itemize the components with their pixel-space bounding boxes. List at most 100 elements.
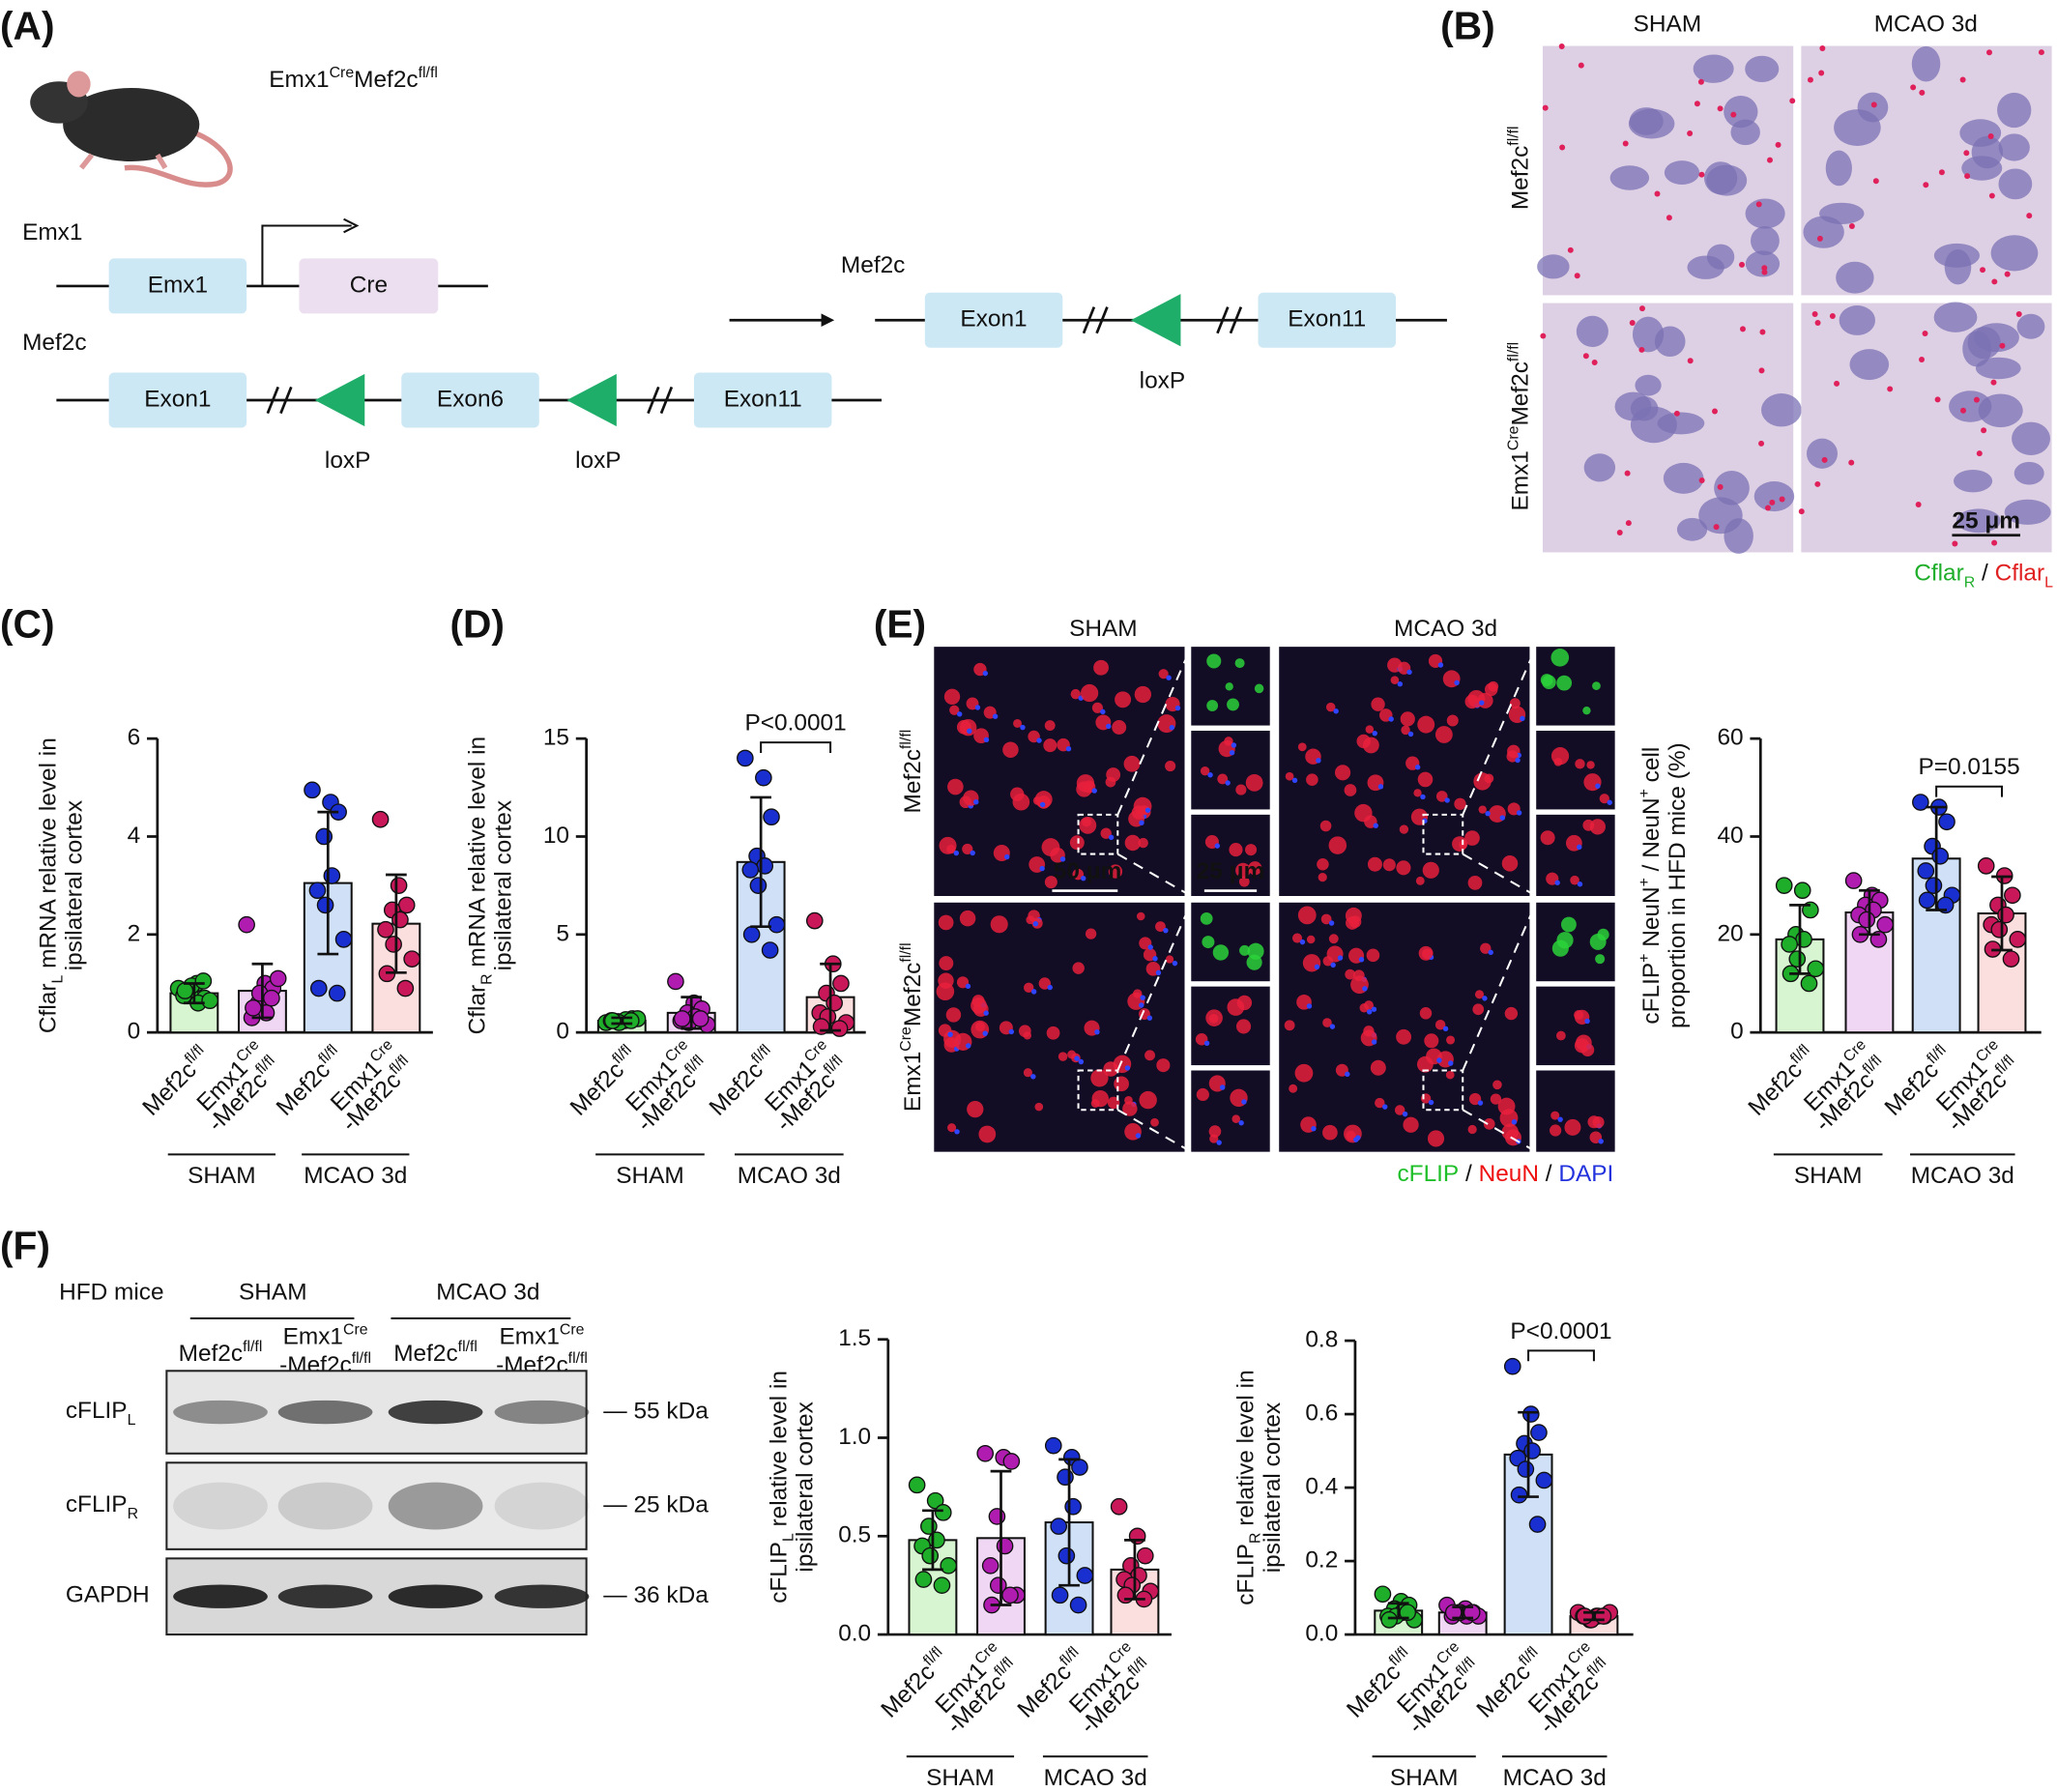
data-point — [1044, 1436, 1062, 1455]
significance-label: P<0.0001 — [745, 710, 847, 737]
text-part: ipsilateral cortex — [1260, 1402, 1286, 1573]
nucleus — [1959, 119, 2002, 147]
error-bar — [1991, 875, 2013, 952]
blot-strip — [165, 1461, 588, 1550]
nucleus — [1745, 250, 1781, 277]
lane-label: Emx1Cre — [500, 1321, 585, 1350]
cell — [1206, 700, 1219, 711]
arrow-head — [343, 217, 360, 234]
panel-label: (D) — [450, 602, 506, 647]
y-axis-label: cFLIPR relative level in — [1233, 1370, 1263, 1604]
cell — [1044, 876, 1057, 889]
nucleus — [1998, 168, 2033, 200]
dapi — [1420, 794, 1426, 800]
cell — [1239, 944, 1251, 956]
cell — [1484, 682, 1498, 697]
text-part: cFLIP — [767, 1542, 793, 1604]
nucleus — [1609, 165, 1650, 190]
nucleus — [1751, 226, 1780, 256]
cell — [1403, 1116, 1419, 1133]
group-label: SHAM — [616, 1163, 684, 1189]
dapi — [1353, 1137, 1359, 1142]
cell — [1390, 676, 1400, 684]
dapi — [973, 798, 979, 805]
cell — [1134, 685, 1152, 704]
exon-box-label: Exon11 — [724, 386, 802, 412]
cell — [1245, 844, 1258, 856]
data-point — [981, 1557, 1000, 1575]
ish-dot — [1814, 319, 1821, 326]
cell — [1231, 1114, 1240, 1123]
text-part: fl/fl — [1505, 342, 1521, 361]
ish-dot — [1698, 171, 1705, 178]
micrograph-bg — [1191, 986, 1270, 1066]
dapi — [1100, 708, 1106, 715]
data-point — [1844, 872, 1863, 889]
dapi — [1479, 700, 1485, 706]
data-point — [1576, 1607, 1594, 1625]
break-mark — [279, 386, 293, 415]
y-axis-label: cFLIPL relative level in — [767, 1371, 797, 1604]
dapi — [1078, 1058, 1085, 1065]
cell — [1297, 742, 1307, 752]
dapi — [982, 670, 989, 677]
cell — [1550, 1111, 1560, 1120]
cell — [1100, 827, 1112, 839]
cell — [1156, 1058, 1171, 1073]
ish-dot — [1775, 141, 1782, 148]
data-point — [1001, 1586, 1019, 1604]
ish-dot — [1591, 359, 1598, 365]
data-point — [832, 974, 850, 993]
y-tick-label: 20 — [1717, 920, 1743, 946]
micrograph — [1801, 45, 2052, 296]
cell — [1394, 1105, 1405, 1115]
cell — [1246, 954, 1262, 970]
text-part: fl/fl — [898, 730, 914, 749]
error-bar — [251, 962, 274, 1020]
error-bar — [317, 810, 339, 956]
cell — [1400, 711, 1415, 727]
ish-dot — [1829, 313, 1836, 320]
cell — [1144, 1050, 1155, 1061]
data-point — [1057, 1468, 1074, 1487]
ish-dot — [1765, 505, 1771, 511]
cell — [1165, 955, 1174, 964]
dapi — [1065, 745, 1072, 752]
text-part: Cre — [898, 1026, 914, 1052]
cell — [1090, 1069, 1109, 1087]
ish-dot — [1761, 265, 1768, 272]
cell — [1091, 702, 1103, 713]
dapi — [1291, 777, 1298, 784]
dapi — [1448, 1060, 1454, 1066]
error-bar — [1789, 904, 1811, 975]
cell — [1396, 1028, 1412, 1045]
dapi — [1140, 995, 1145, 1000]
dapi — [1238, 1120, 1244, 1126]
group-label: MCAO 3d — [738, 1163, 841, 1189]
ish-dot — [1981, 427, 1987, 434]
error-bar — [750, 795, 771, 929]
cell — [1080, 683, 1099, 703]
ish-dot — [1819, 45, 1826, 52]
dapi — [1039, 865, 1045, 872]
ish-dot — [1638, 305, 1645, 312]
dapi — [1444, 797, 1450, 803]
ish-dot — [1887, 386, 1894, 392]
ish-dot — [1987, 133, 1994, 140]
group-label: MCAO 3d — [304, 1163, 407, 1189]
ish-dot — [1622, 140, 1629, 147]
dapi — [1169, 724, 1175, 731]
cell — [1365, 725, 1375, 734]
cell — [1501, 855, 1519, 872]
micrograph — [1191, 986, 1270, 1066]
blot-title: HFD mice — [59, 1280, 163, 1306]
cell — [1346, 1130, 1356, 1142]
y-tick-label: 60 — [1717, 725, 1743, 751]
dapi — [1219, 1084, 1226, 1090]
cell — [1413, 789, 1422, 797]
dapi — [1407, 731, 1414, 737]
data-point — [1136, 1546, 1154, 1565]
cre-box — [299, 258, 439, 314]
dapi — [1485, 810, 1491, 817]
dapi — [1329, 1024, 1336, 1029]
